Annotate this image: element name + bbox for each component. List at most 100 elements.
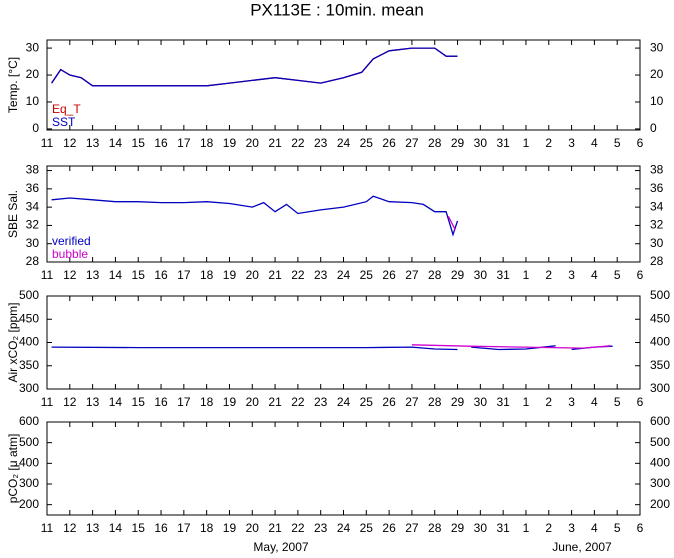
y-tick-label: 300: [650, 476, 670, 490]
x-tick-label: 16: [154, 395, 168, 409]
x-tick-label: 23: [314, 136, 328, 150]
x-tick-label: 26: [382, 521, 396, 535]
y-tick-label: 200: [19, 497, 39, 511]
data-line: [411, 344, 611, 349]
x-tick-label: 21: [268, 395, 282, 409]
x-tick-label: 4: [591, 136, 598, 150]
plot-frame: [46, 295, 641, 390]
x-tick-label: 3: [568, 268, 575, 282]
x-tick-label: 11: [41, 395, 54, 409]
y-tick-label: 20: [650, 67, 664, 81]
x-tick-label: 19: [223, 268, 237, 282]
y-tick-label: 450: [19, 311, 39, 325]
x-tick-label: 25: [360, 395, 374, 409]
x-tick-label: 1: [523, 136, 530, 150]
y-tick-label: 32: [650, 218, 664, 232]
y-tick-label: 400: [19, 456, 39, 470]
x-tick-label: 20: [246, 521, 260, 535]
x-tick-label: 16: [154, 268, 168, 282]
y-tick-label: 400: [650, 456, 670, 470]
x-tick-label: 6: [637, 395, 644, 409]
x-tick-label: 12: [63, 521, 77, 535]
x-tick-label: 13: [86, 136, 100, 150]
plot-frame: [46, 39, 641, 131]
x-tick-label: 29: [451, 136, 465, 150]
x-tick-label: 16: [154, 136, 168, 150]
x-tick-label: 2: [545, 521, 552, 535]
x-tick-label: 27: [405, 136, 419, 150]
x-tick-label: 5: [614, 136, 621, 150]
y-tick-label: 28: [26, 254, 40, 268]
x-tick-label: 28: [428, 268, 442, 282]
x-tick-label: 31: [496, 268, 510, 282]
x-tick-label: 25: [360, 521, 374, 535]
x-tick-label: 1: [523, 395, 530, 409]
plot-frame: [46, 421, 641, 516]
x-tick-label: 3: [568, 395, 575, 409]
x-tick-label: 27: [405, 521, 419, 535]
x-tick-label: 28: [428, 395, 442, 409]
x-tick-label: 15: [132, 136, 146, 150]
x-tick-label: 26: [382, 268, 396, 282]
legend-entry: bubble: [52, 247, 88, 261]
x-tick-label: 19: [223, 521, 237, 535]
x-tick-label: 19: [223, 395, 237, 409]
y-tick-label: 400: [650, 335, 670, 349]
y-axis-label: SBE Sal.: [6, 190, 20, 238]
x-tick-label: 2: [545, 136, 552, 150]
y-tick-label: 32: [26, 218, 40, 232]
x-tick-label: 22: [291, 136, 305, 150]
x-tick-label: 26: [382, 136, 396, 150]
x-tick-label: 29: [451, 395, 465, 409]
data-line: [51, 346, 458, 351]
y-tick-label: 500: [650, 288, 670, 302]
x-tick-label: 23: [314, 395, 328, 409]
y-axis-label: pCO₂ [μ atm]: [6, 434, 20, 504]
y-tick-label: 10: [650, 94, 664, 108]
y-tick-label: 30: [26, 40, 40, 54]
data-line: [51, 47, 458, 87]
x-tick-label: 22: [291, 395, 305, 409]
x-tick-label: 14: [109, 268, 123, 282]
x-tick-label: 3: [568, 136, 575, 150]
y-tick-label: 450: [650, 311, 670, 325]
x-tick-label: 4: [591, 268, 598, 282]
x-tick-label: 12: [63, 136, 77, 150]
y-axis-label: Temp. [°C]: [6, 57, 20, 113]
x-tick-label: 15: [132, 395, 146, 409]
x-tick-label: 24: [337, 521, 351, 535]
x-tick-label: 28: [428, 521, 442, 535]
chart-title: PX113E : 10min. mean: [250, 0, 424, 19]
x-tick-label: 28: [428, 136, 442, 150]
legend-entry: Eq_T: [52, 102, 81, 116]
x-tick-label: 13: [86, 268, 100, 282]
y-tick-label: 350: [19, 358, 39, 372]
x-tick-label: 24: [337, 395, 351, 409]
x-tick-label: 21: [268, 521, 282, 535]
x-tick-label: 14: [109, 521, 123, 535]
x-tick-label: 30: [474, 136, 488, 150]
month-label: May, 2007: [253, 540, 308, 554]
x-tick-label: 11: [41, 136, 54, 150]
x-tick-label: 23: [314, 268, 328, 282]
x-tick-label: 13: [86, 521, 100, 535]
x-tick-label: 6: [637, 268, 644, 282]
x-tick-label: 25: [360, 136, 374, 150]
y-tick-label: 0: [32, 121, 39, 135]
x-tick-label: 30: [474, 268, 488, 282]
y-tick-label: 30: [26, 236, 40, 250]
x-tick-label: 30: [474, 521, 488, 535]
y-tick-label: 34: [650, 199, 664, 213]
x-tick-label: 4: [591, 395, 598, 409]
x-tick-label: 18: [200, 395, 214, 409]
y-tick-label: 300: [19, 476, 39, 490]
x-tick-label: 18: [200, 521, 214, 535]
x-tick-label: 23: [314, 521, 328, 535]
y-tick-label: 10: [26, 94, 40, 108]
x-tick-label: 31: [496, 521, 510, 535]
x-tick-label: 14: [109, 136, 123, 150]
y-tick-label: 36: [26, 181, 40, 195]
data-line: [51, 195, 459, 237]
y-tick-label: 600: [19, 414, 39, 428]
y-axis-label: Air xCO₂ [ppm]: [6, 302, 20, 382]
